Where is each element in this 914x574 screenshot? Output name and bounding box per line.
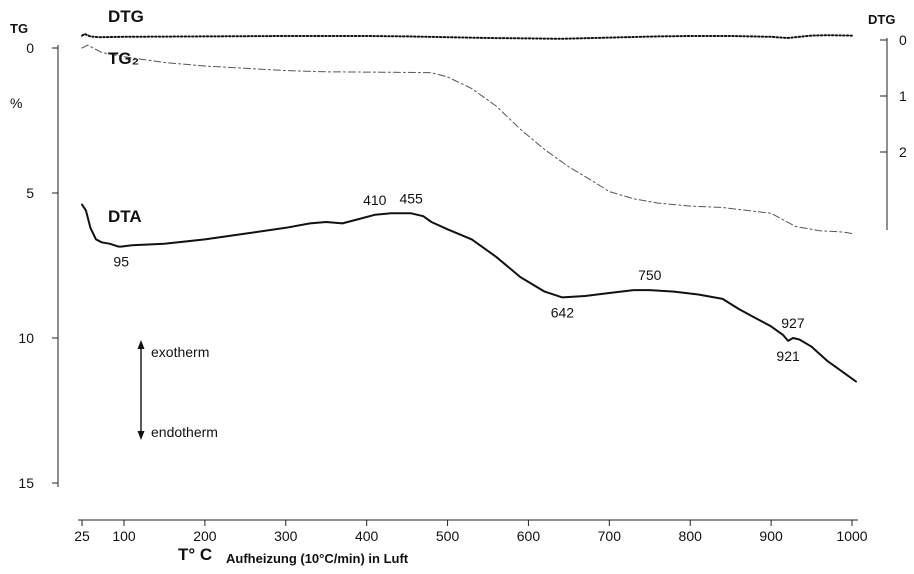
series-label-dtg: DTG — [108, 7, 144, 26]
x-tick-label: 25 — [74, 528, 90, 544]
series-label-tg2: TG₂ — [108, 49, 139, 68]
left-axis-unit: % — [10, 95, 22, 111]
left-tick-label: 10 — [18, 330, 34, 346]
x-tick-label: 1000 — [836, 528, 867, 544]
peak-label: 455 — [399, 190, 423, 206]
x-tick-label: 300 — [274, 528, 298, 544]
x-tick-label: 400 — [355, 528, 379, 544]
right-tick-label: 1 — [899, 88, 907, 104]
x-tick-label: 100 — [112, 528, 136, 544]
right-tick-label: 0 — [899, 32, 907, 48]
left-tick-label: 5 — [26, 185, 34, 201]
exotherm-label: exotherm — [151, 344, 209, 360]
peak-annotations: 95 410 455 642 750 921 927 — [113, 190, 804, 364]
peak-label: 927 — [781, 315, 805, 331]
series-line-tg — [81, 44, 853, 235]
exo-endo-indicator: exotherm endotherm — [137, 340, 218, 440]
endotherm-label: endotherm — [151, 424, 218, 440]
peak-label: 750 — [638, 267, 662, 283]
endo-arrow-head-icon — [137, 431, 145, 440]
series-label-dta: DTA — [108, 207, 142, 226]
right-tick-label: 2 — [899, 144, 907, 160]
right-axis-title: DTG — [868, 12, 895, 27]
left-axis-title: TG — [10, 21, 28, 36]
series-line-dta — [81, 203, 857, 383]
x-tick-label: 800 — [679, 528, 703, 544]
peak-label: 642 — [551, 304, 575, 320]
x-axis-ticks: 25 100 200 300 400 500 600 700 800 900 1000 — [74, 520, 868, 544]
left-tick-label: 15 — [18, 475, 34, 491]
x-tick-label: 700 — [598, 528, 622, 544]
left-tick-label: 0 — [26, 40, 34, 56]
exo-arrow-head-icon — [137, 340, 145, 349]
x-axis-label-main: T° C — [178, 545, 212, 564]
left-axis-ticks: 0 5 10 15 — [18, 40, 58, 491]
peak-label: 921 — [776, 348, 800, 364]
x-tick-label: 500 — [436, 528, 460, 544]
right-axis-ticks: 0 1 2 — [880, 32, 907, 160]
peak-label: 95 — [113, 254, 129, 270]
x-tick-label: 900 — [759, 528, 783, 544]
x-tick-label: 200 — [193, 528, 217, 544]
x-tick-label: 600 — [517, 528, 541, 544]
x-axis-label-sub: Aufheizung (10°C/min) in Luft — [226, 551, 409, 566]
peak-label: 410 — [363, 192, 387, 208]
series-line-dtg — [81, 33, 853, 40]
series-group — [81, 33, 857, 383]
